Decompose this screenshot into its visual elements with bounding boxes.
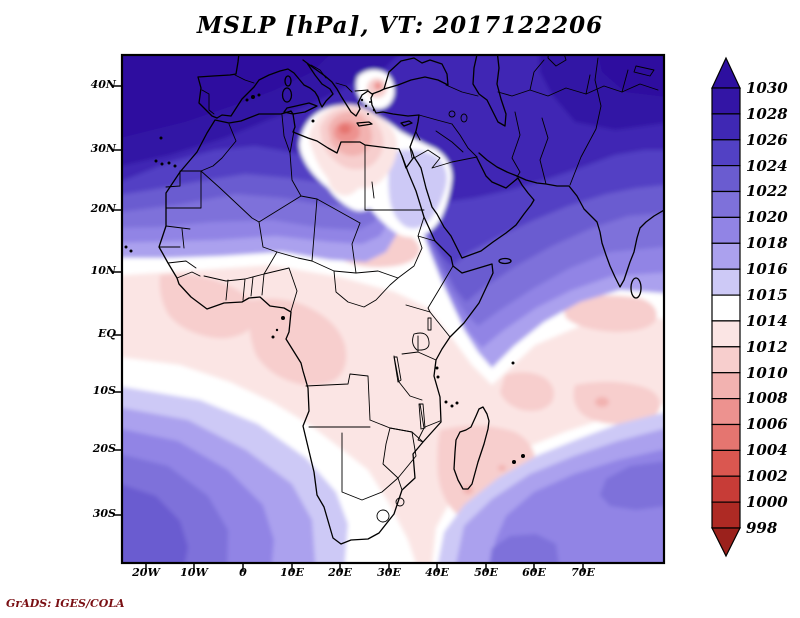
lon-tick-label: 70E: [571, 566, 595, 579]
colorbar-label: 1006: [746, 415, 788, 433]
colorbar-label: 1030: [746, 79, 788, 97]
lon-tick-label: 40E: [425, 566, 449, 579]
pressure-field: [122, 55, 664, 563]
colorbar-label: 1024: [746, 157, 788, 175]
lat-tick-label: 30S: [92, 507, 116, 520]
lon-tick-label: 0: [239, 566, 247, 579]
lon-tick-label: 50E: [474, 566, 498, 579]
colorbar-bottom-arrow: [711, 527, 741, 558]
grads-credit-stamp: GrADS: IGES/COLA: [6, 597, 125, 610]
colorbar-label: 1015: [746, 286, 788, 304]
lat-tick-label: 30N: [90, 142, 116, 155]
colorbar-label: 1012: [746, 338, 788, 356]
page-title: MSLP [hPa], VT: 2017122206: [196, 12, 604, 39]
lon-tick-label: 20E: [328, 566, 352, 579]
colorbar-label: 1016: [746, 260, 788, 278]
colorbar-label: 1020: [746, 208, 788, 226]
colorbar-label: 1028: [746, 105, 788, 123]
lon-tick-label: 30E: [377, 566, 401, 579]
colorbar-label: 1010: [746, 364, 788, 382]
lon-tick-label: 10W: [180, 566, 208, 579]
lat-tick-label: 10N: [90, 264, 116, 277]
colorbar-label: 1014: [746, 312, 788, 330]
colorbar-label: 1018: [746, 234, 788, 252]
map-frame: [120, 53, 666, 565]
axis-ticks: [113, 85, 584, 572]
lat-tick-label: 10S: [92, 384, 116, 397]
lon-tick-label: 20W: [132, 566, 160, 579]
coastline-layer: [158, 55, 664, 545]
lat-tick-label: 20N: [90, 202, 116, 215]
colorbar-top-arrow: [711, 56, 741, 89]
borders-layer: [158, 55, 659, 523]
colorbar-label: 998: [746, 519, 778, 537]
colorbar-label: 1004: [746, 441, 788, 459]
colorbar-label: 1026: [746, 131, 788, 149]
lat-tick-label: 20S: [92, 442, 116, 455]
lat-tick-label: EQ: [98, 327, 116, 340]
colorbar-label: 1022: [746, 182, 788, 200]
lat-tick-label: 40N: [90, 78, 116, 91]
colorbar-label: 1008: [746, 389, 788, 407]
small-islands-layer: [124, 93, 525, 464]
colorbar: [711, 56, 741, 558]
lon-tick-label: 60E: [522, 566, 546, 579]
lon-tick-label: 10E: [280, 566, 304, 579]
colorbar-label: 1002: [746, 467, 788, 485]
colorbar-label: 1000: [746, 493, 788, 511]
